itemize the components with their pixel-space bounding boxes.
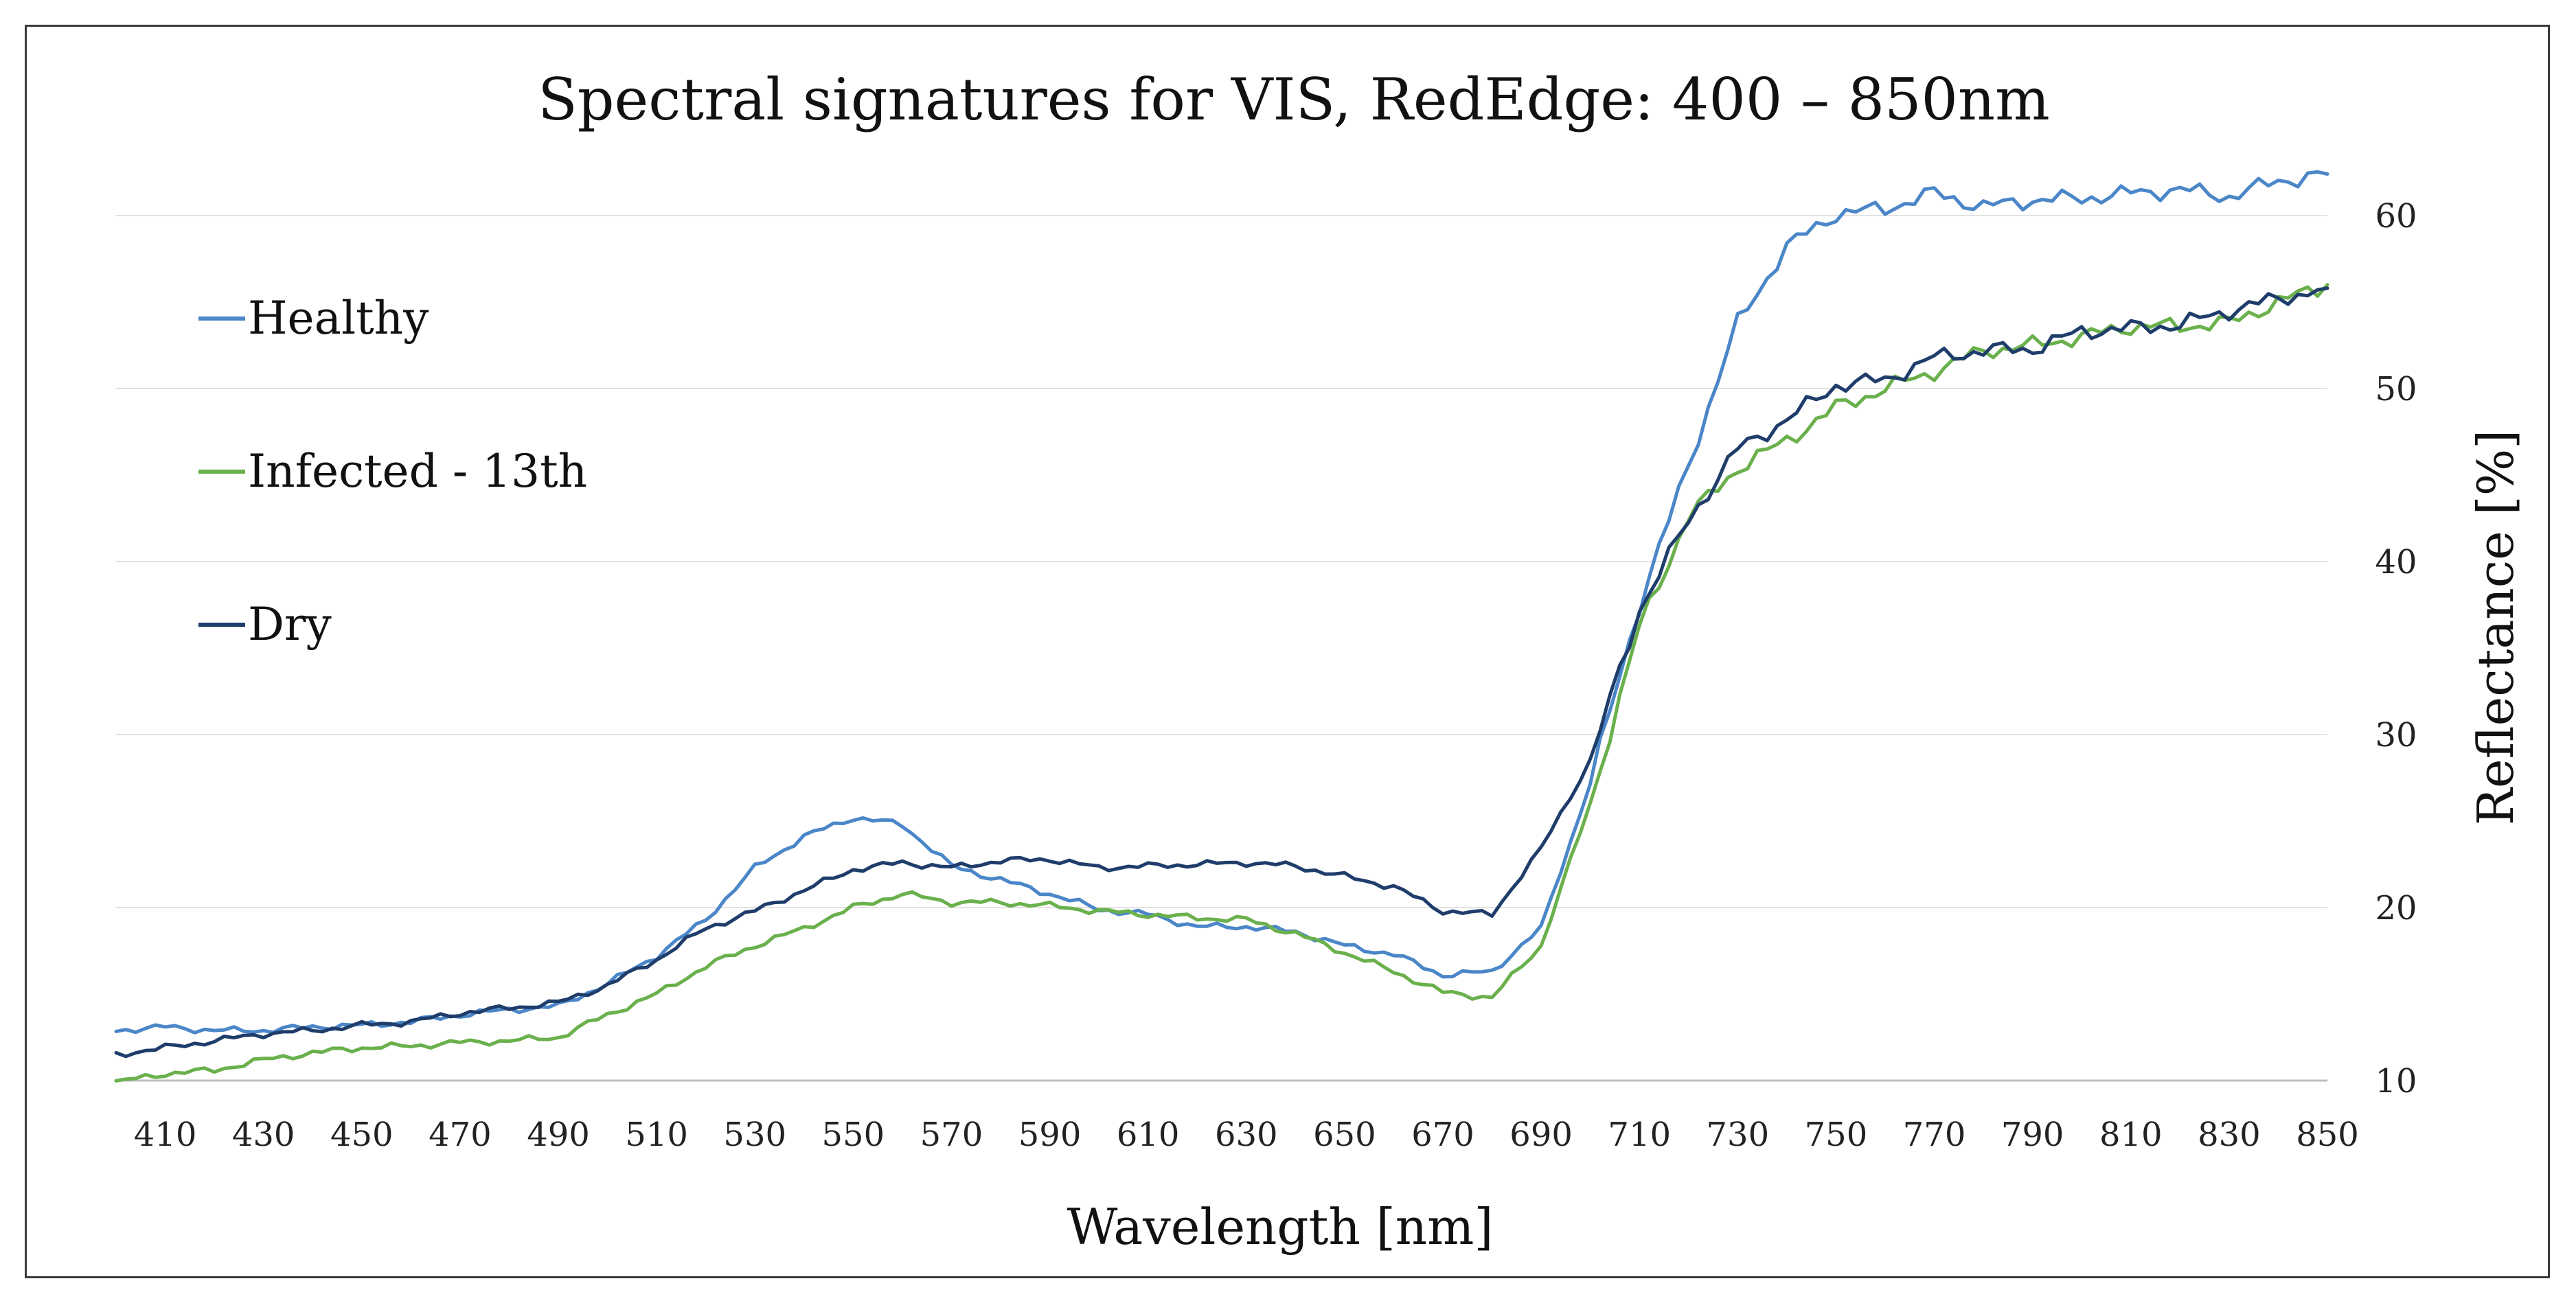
x-tick-label: 750 <box>1805 1116 1868 1154</box>
x-tick-label: 610 <box>1117 1116 1180 1154</box>
x-tick-label: 550 <box>822 1116 885 1154</box>
x-tick-label: 710 <box>1608 1116 1671 1154</box>
y-tick-label: 20 <box>2375 889 2417 927</box>
x-tick-label: 690 <box>1509 1116 1573 1154</box>
chart-frame: Spectral signatures for VIS, RedEdge: 40… <box>25 25 2550 1278</box>
x-tick-label: 570 <box>920 1116 983 1154</box>
y-tick-label: 30 <box>2375 716 2417 754</box>
series-line-dry <box>114 286 2329 1059</box>
x-tick-label: 430 <box>232 1116 295 1154</box>
x-tick-label: 470 <box>429 1116 492 1154</box>
x-tick-label: 830 <box>2198 1116 2261 1154</box>
x-tick-label: 670 <box>1411 1116 1474 1154</box>
legend: Healthy Infected - 13th Dry <box>198 292 587 651</box>
x-tick-label: 630 <box>1215 1116 1278 1154</box>
legend-label-healthy: Healthy <box>248 292 429 345</box>
x-tick-label: 410 <box>134 1116 197 1154</box>
x-tick-label: 450 <box>330 1116 394 1154</box>
x-tick-label: 730 <box>1707 1116 1770 1154</box>
chart-canvas: Spectral signatures for VIS, RedEdge: 40… <box>114 66 2524 1256</box>
x-tick-label: 510 <box>625 1116 688 1154</box>
x-tick-label: 810 <box>2099 1116 2163 1154</box>
chart-title: Spectral signatures for VIS, RedEdge: 40… <box>538 66 2050 133</box>
y-tick-label: 50 <box>2375 370 2417 408</box>
x-tick-label: 590 <box>1018 1116 1082 1154</box>
y-tick-label: 40 <box>2375 543 2417 581</box>
x-tick-label: 850 <box>2296 1116 2359 1154</box>
series-layer <box>114 170 2329 1083</box>
x-tick-label: 650 <box>1313 1116 1376 1154</box>
x-axis-title: Wavelength [nm] <box>1067 1198 1493 1256</box>
legend-label-infected-13th: Infected - 13th <box>248 445 587 498</box>
grid-layer <box>116 215 2327 1082</box>
legend-label-dry: Dry <box>248 598 332 651</box>
tick-layer: 10 20 30 40 50 60 410 430 450 470 490 510 530 550 570 5… <box>134 197 2417 1154</box>
y-tick-label: 60 <box>2375 197 2417 235</box>
x-tick-label: 490 <box>527 1116 590 1154</box>
x-tick-label: 770 <box>1903 1116 1966 1154</box>
y-tick-label: 10 <box>2375 1062 2417 1100</box>
series-line-infected-13th <box>114 283 2329 1083</box>
x-tick-label: 530 <box>723 1116 786 1154</box>
x-tick-label: 790 <box>2001 1116 2064 1154</box>
series-line-healthy <box>114 170 2329 1035</box>
y-axis-title: Reflectance [%] <box>2467 430 2524 825</box>
